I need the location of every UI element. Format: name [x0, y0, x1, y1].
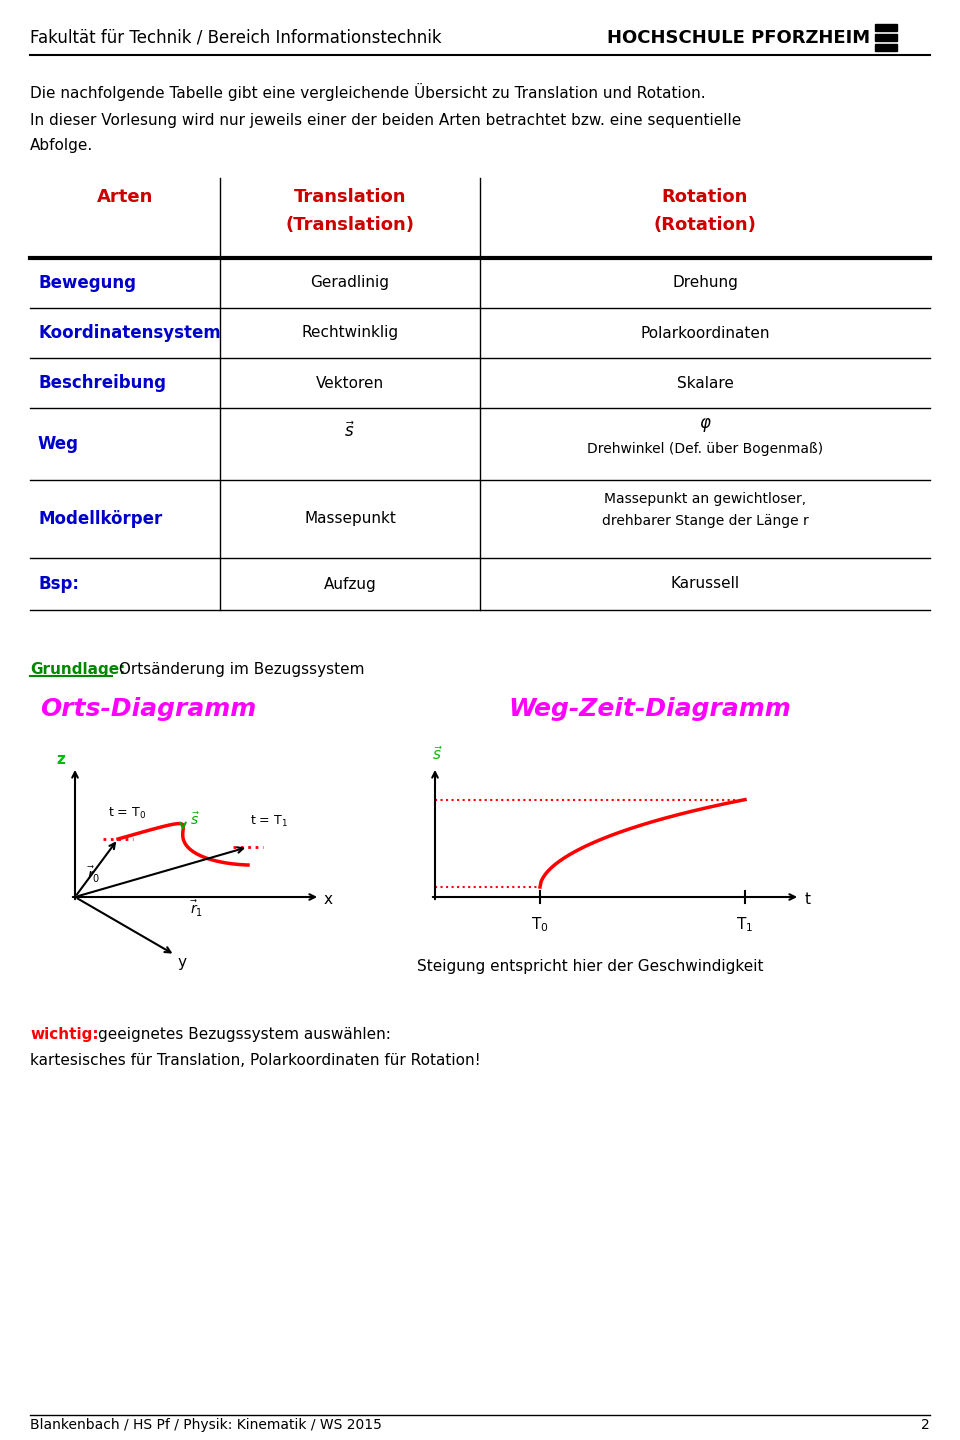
Text: Massepunkt: Massepunkt: [304, 511, 396, 527]
Text: drehbarer Stange der Länge r: drehbarer Stange der Länge r: [602, 514, 808, 528]
Text: Skalare: Skalare: [677, 376, 733, 390]
Text: Abfolge.: Abfolge.: [30, 138, 93, 153]
Text: (Rotation): (Rotation): [654, 216, 756, 233]
Text: x: x: [324, 893, 332, 907]
Text: t = T$_0$: t = T$_0$: [108, 805, 146, 821]
Text: Massepunkt an gewichtloser,: Massepunkt an gewichtloser,: [604, 492, 806, 505]
Bar: [875, 45, 897, 50]
Text: t: t: [805, 893, 811, 907]
Text: $\varphi$: $\varphi$: [699, 416, 711, 433]
Text: wichtig:: wichtig:: [30, 1027, 99, 1043]
Text: $\vec{r}_0$: $\vec{r}_0$: [87, 865, 101, 886]
Text: Orts-Diagramm: Orts-Diagramm: [40, 697, 256, 721]
Text: Bsp:: Bsp:: [38, 575, 79, 593]
Text: Weg-Zeit-Diagramm: Weg-Zeit-Diagramm: [509, 697, 791, 721]
Text: T$_0$: T$_0$: [531, 914, 549, 933]
Text: Aufzug: Aufzug: [324, 576, 376, 592]
Text: Drehung: Drehung: [672, 275, 738, 291]
Text: Ortsänderung im Bezugssystem: Ortsänderung im Bezugssystem: [114, 662, 365, 677]
Text: z: z: [57, 752, 65, 766]
Text: Rechtwinklig: Rechtwinklig: [301, 325, 398, 340]
Text: $\vec{s}$: $\vec{s}$: [190, 812, 200, 828]
Text: Fakultät für Technik / Bereich Informationstechnik: Fakultät für Technik / Bereich Informati…: [30, 29, 442, 48]
Text: Polarkoordinaten: Polarkoordinaten: [640, 325, 770, 340]
Text: Koordinatensystem: Koordinatensystem: [38, 324, 221, 341]
Text: t = T$_1$: t = T$_1$: [250, 814, 288, 828]
Text: HOCHSCHULE PFORZHEIM: HOCHSCHULE PFORZHEIM: [607, 29, 870, 48]
Text: Geradlinig: Geradlinig: [310, 275, 390, 291]
Text: $\vec{s}$: $\vec{s}$: [345, 422, 356, 442]
Text: Steigung entspricht hier der Geschwindigkeit: Steigung entspricht hier der Geschwindig…: [417, 959, 763, 973]
Text: Rotation: Rotation: [661, 189, 748, 206]
Text: Translation: Translation: [294, 189, 406, 206]
Bar: [875, 35, 897, 40]
Text: (Translation): (Translation): [285, 216, 415, 233]
Text: Die nachfolgende Tabelle gibt eine vergleichende Übersicht zu Translation und Ro: Die nachfolgende Tabelle gibt eine vergl…: [30, 84, 706, 101]
Text: Modellkörper: Modellkörper: [38, 510, 162, 528]
Text: Vektoren: Vektoren: [316, 376, 384, 390]
Text: $\vec{r}_1$: $\vec{r}_1$: [190, 899, 204, 919]
Text: Blankenbach / HS Pf / Physik: Kinematik / WS 2015: Blankenbach / HS Pf / Physik: Kinematik …: [30, 1418, 382, 1431]
Text: Beschreibung: Beschreibung: [38, 374, 166, 392]
Text: T$_1$: T$_1$: [736, 914, 754, 933]
Text: $\vec{s}$: $\vec{s}$: [432, 744, 443, 763]
Text: Arten: Arten: [97, 189, 154, 206]
Text: y: y: [178, 955, 186, 969]
Text: In dieser Vorlesung wird nur jeweils einer der beiden Arten betrachtet bzw. eine: In dieser Vorlesung wird nur jeweils ein…: [30, 112, 741, 128]
Text: Drehwinkel (Def. über Bogenmaß): Drehwinkel (Def. über Bogenmaß): [587, 442, 823, 456]
Text: kartesisches für Translation, Polarkoordinaten für Rotation!: kartesisches für Translation, Polarkoord…: [30, 1053, 481, 1068]
Text: Grundlage:: Grundlage:: [30, 662, 126, 677]
Text: geeignetes Bezugssystem auswählen:: geeignetes Bezugssystem auswählen:: [98, 1027, 391, 1043]
Bar: [875, 24, 897, 32]
Text: Weg: Weg: [38, 435, 79, 454]
Text: Bewegung: Bewegung: [38, 274, 136, 292]
Text: 2: 2: [922, 1418, 930, 1431]
Text: Karussell: Karussell: [670, 576, 739, 592]
